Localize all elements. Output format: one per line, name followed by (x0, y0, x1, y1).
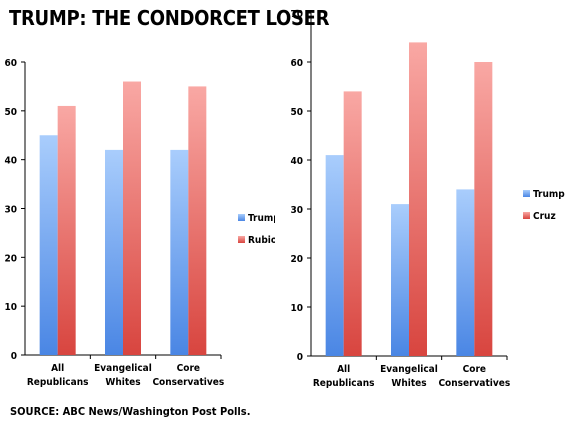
y-tick-label: 50 (290, 107, 303, 118)
y-tick-label: 40 (4, 156, 17, 167)
y-tick-label: 20 (290, 254, 303, 265)
bar-trump-core (456, 189, 475, 356)
y-tick-label: 0 (297, 352, 303, 363)
y-tick-label: 70 (290, 9, 303, 20)
x-category-label: All (337, 364, 350, 375)
x-category-label: Whites (105, 377, 140, 388)
y-tick-label: 50 (4, 107, 17, 118)
x-category-label: Whites (391, 378, 426, 389)
chart-trump-vs-rubio: 0 10 20 30 40 50 60 All Republicans Evangelical Wh… (4, 58, 275, 388)
y-tick-label: 30 (290, 205, 303, 216)
bar-trump-evangelical (105, 149, 123, 355)
legend-swatch-rubio (238, 236, 245, 243)
legend-swatch-trump (238, 214, 245, 221)
legend-label-cruz: Cruz (533, 211, 556, 222)
bar-cruz-core (474, 62, 493, 356)
bar-rubio-all (57, 105, 76, 355)
y-tick-label: 10 (4, 302, 17, 313)
y-tick-label: 0 (11, 351, 17, 362)
bar-rubio-core (188, 86, 207, 356)
y-tick-label: 60 (4, 58, 17, 69)
x-category-label: All (51, 363, 64, 374)
bar-trump-all (39, 135, 58, 355)
x-category-label: Core (177, 363, 200, 374)
x-category-label: Evangelical (94, 363, 152, 374)
legend-label-trump: Trump (533, 189, 565, 200)
x-category-label: Conservatives (438, 378, 510, 389)
legend-label-trump: Trump (248, 213, 275, 224)
x-category-label: Republicans (27, 377, 89, 388)
x-category-label: Evangelical (380, 364, 438, 375)
y-tick-label: 20 (4, 253, 17, 264)
legend-swatch-trump (523, 190, 530, 197)
bar-trump-evangelical (391, 204, 409, 356)
bar-cruz-evangelical (409, 42, 427, 357)
chart-trump-vs-cruz: 0 10 20 30 40 50 60 70 All Republicans Evangelical… (290, 9, 565, 389)
y-tick-label: 30 (4, 205, 17, 216)
bar-rubio-evangelical (123, 81, 141, 356)
x-category-label: Core (463, 364, 486, 375)
y-tick-label: 60 (290, 58, 303, 69)
source-note: SOURCE: ABC News/Washington Post Polls. (10, 405, 251, 418)
y-tick-label: 10 (290, 303, 303, 314)
page-title: TRUMP: THE CONDORCET LOSER (9, 6, 330, 30)
bar-cruz-all (343, 91, 362, 357)
x-category-label: Republicans (313, 378, 375, 389)
bar-trump-core (170, 149, 189, 355)
bar-trump-all (325, 155, 344, 356)
legend-label-rubio: Rubio (248, 235, 275, 246)
legend-swatch-cruz (523, 212, 530, 219)
y-tick-label: 40 (290, 156, 303, 167)
x-category-label: Conservatives (152, 377, 224, 388)
